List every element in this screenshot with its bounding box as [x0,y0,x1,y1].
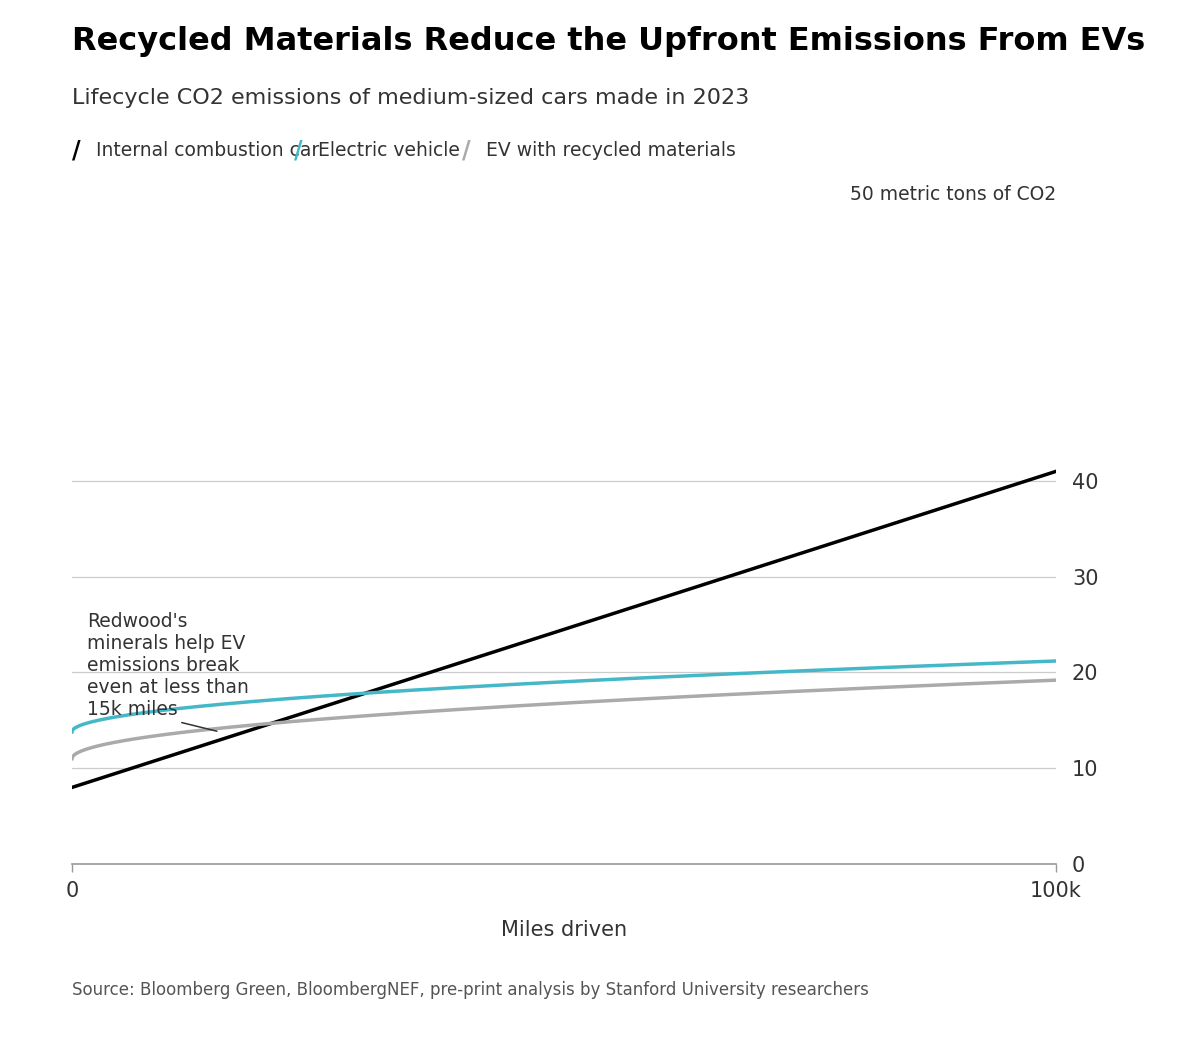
X-axis label: Miles driven: Miles driven [500,920,628,940]
Text: Recycled Materials Reduce the Upfront Emissions From EVs: Recycled Materials Reduce the Upfront Em… [72,26,1145,57]
Text: Electric vehicle: Electric vehicle [318,142,460,160]
Text: /: / [72,138,80,163]
Text: Lifecycle CO2 emissions of medium-sized cars made in 2023: Lifecycle CO2 emissions of medium-sized … [72,88,749,108]
Text: Redwood's
minerals help EV
emissions break
even at less than
15k miles: Redwood's minerals help EV emissions bre… [86,612,248,731]
Text: Internal combustion car: Internal combustion car [96,142,319,160]
Text: EV with recycled materials: EV with recycled materials [486,142,736,160]
Text: /: / [462,138,470,163]
Text: Source: Bloomberg Green, BloombergNEF, pre-print analysis by Stanford University: Source: Bloomberg Green, BloombergNEF, p… [72,982,869,999]
Text: /: / [294,138,302,163]
Text: 50 metric tons of CO2: 50 metric tons of CO2 [850,185,1056,204]
